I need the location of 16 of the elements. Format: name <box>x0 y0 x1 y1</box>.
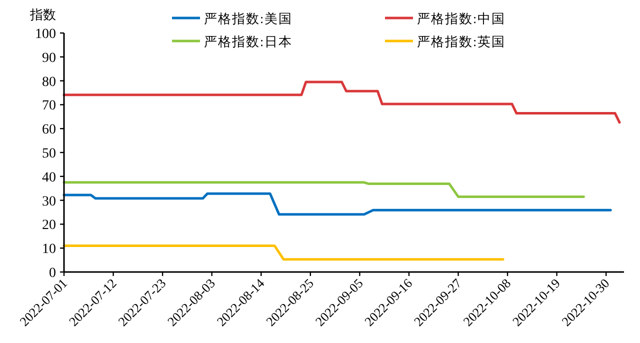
y-tick-label: 70 <box>42 98 56 114</box>
y-tick-label: 100 <box>35 27 56 42</box>
y-tick-label: 10 <box>42 242 56 258</box>
y-tick-label: 0 <box>49 266 56 281</box>
y-tick-label: 80 <box>42 74 56 90</box>
y-tick-label: 40 <box>42 170 56 186</box>
y-tick-label: 20 <box>42 218 56 234</box>
legend-label: 严格指数:英国 <box>417 34 506 49</box>
legend-label: 严格指数:日本 <box>204 34 293 49</box>
y-tick-label: 50 <box>42 146 56 162</box>
y-tick-label: 30 <box>42 194 56 210</box>
y-tick-label: 90 <box>42 50 56 66</box>
legend-label: 严格指数:美国 <box>204 11 293 26</box>
y-axis-title: 指数 <box>29 7 56 22</box>
legend-label: 严格指数:中国 <box>417 11 506 26</box>
y-tick-label: 60 <box>42 122 56 138</box>
